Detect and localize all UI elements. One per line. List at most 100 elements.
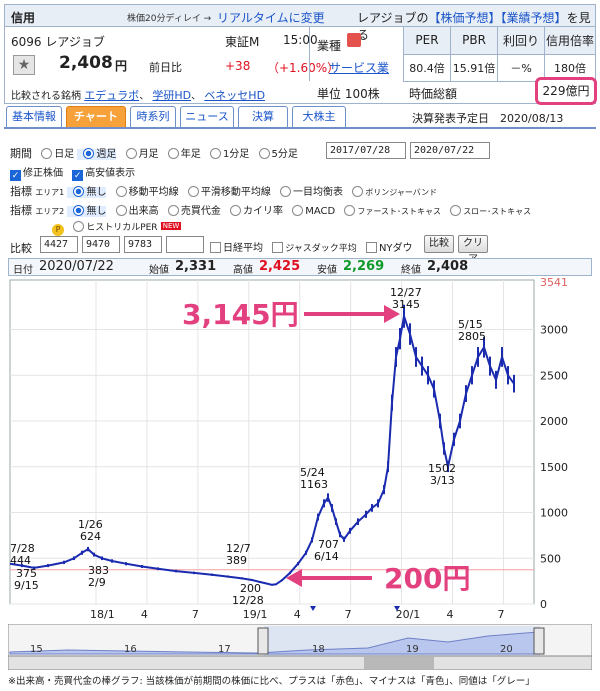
clear-button[interactable]: クリア bbox=[458, 235, 488, 265]
price-annotation: 3145 bbox=[392, 298, 420, 311]
area2-radio[interactable] bbox=[292, 205, 304, 216]
related-link[interactable]: 学研HD bbox=[152, 89, 192, 102]
price-annotation: 200 bbox=[240, 582, 261, 595]
navigator-right-handle[interactable] bbox=[533, 627, 545, 655]
navigator-scrollbar[interactable] bbox=[8, 655, 592, 670]
x-tick-label: 7 bbox=[192, 608, 199, 620]
tab-earnings[interactable]: 決算 bbox=[238, 106, 288, 128]
range-navigator[interactable]: 15 16 17 18 19 20 bbox=[8, 624, 592, 670]
price-annotation: 9/15 bbox=[14, 579, 39, 592]
navigator-label: 18 bbox=[312, 644, 325, 655]
price-change: +38 bbox=[225, 59, 251, 73]
navigator-label: 15 bbox=[30, 644, 43, 655]
price-annotation: 3/13 bbox=[430, 474, 455, 487]
new-badge: NEW bbox=[160, 222, 182, 230]
price-annotation: 375 bbox=[16, 567, 37, 580]
ratio-table: PER PBR 利回り 信用倍率 80.4倍 15.91倍 －% 180倍 bbox=[403, 27, 595, 82]
highlow-checkbox[interactable]: ✓ bbox=[72, 170, 84, 181]
price-annotation: 383 bbox=[88, 564, 109, 577]
ratio-value: 80.4倍 bbox=[403, 54, 451, 82]
historical-per-radio[interactable] bbox=[73, 221, 85, 232]
earnings-forecast-link[interactable]: 【業績予想】 bbox=[500, 11, 567, 25]
flame-icon bbox=[347, 33, 361, 47]
tab-chart[interactable]: チャート bbox=[66, 106, 126, 128]
ratio-value: 15.91倍 bbox=[449, 54, 498, 82]
tab-time-series[interactable]: 時系列 bbox=[130, 106, 176, 128]
area1-option: 一目均衡表 bbox=[293, 187, 344, 198]
navigator-scroll-thumb[interactable] bbox=[364, 657, 434, 669]
area1-radio[interactable] bbox=[115, 186, 127, 197]
area2-radio[interactable] bbox=[115, 205, 127, 216]
related-label: 比較される銘柄 bbox=[11, 91, 81, 102]
period-radio[interactable] bbox=[83, 148, 95, 159]
y-tick-label: 2000 bbox=[540, 415, 568, 428]
price-chart[interactable]: 0 500 1000 1500 2000 2500 3000 3541 18/1 4 7 19/1 4 7… bbox=[8, 276, 592, 620]
area2-radio[interactable] bbox=[167, 205, 179, 216]
tab-underline bbox=[4, 127, 596, 129]
adjusted-checkbox[interactable]: ✓ bbox=[10, 170, 21, 181]
price-annotation: 12/28 bbox=[232, 594, 264, 607]
period-radio[interactable] bbox=[125, 148, 137, 159]
compare-code-input[interactable]: 4427 bbox=[40, 236, 78, 253]
close-value: 2,408 bbox=[427, 259, 469, 274]
price-annotation: 1/26 bbox=[78, 518, 103, 531]
area2-radio[interactable] bbox=[344, 205, 356, 216]
navigator-label: 16 bbox=[124, 644, 137, 655]
tab-shareholders[interactable]: 大株主 bbox=[292, 106, 346, 128]
area1-option: ボリンジャーバンド bbox=[365, 188, 438, 197]
period-radio[interactable] bbox=[209, 148, 221, 159]
compare-code-input[interactable]: 9783 bbox=[124, 236, 162, 253]
tab-basic-info[interactable]: 基本情報 bbox=[6, 106, 62, 128]
area2-radio[interactable] bbox=[230, 205, 242, 216]
favorite-star-icon[interactable]: ★ bbox=[13, 55, 35, 75]
plot-area bbox=[9, 279, 535, 605]
period-radio[interactable] bbox=[258, 148, 270, 159]
x-tick-label: 4 bbox=[294, 608, 301, 620]
market-cap-label: 時価総額 bbox=[409, 87, 458, 101]
period-radio[interactable] bbox=[41, 148, 53, 159]
price-annotation: 1163 bbox=[300, 478, 328, 491]
tab-news[interactable]: ニュース bbox=[180, 106, 234, 128]
stock-forecast-link[interactable]: 【株価予想】 bbox=[428, 11, 501, 25]
date-from-input[interactable]: 2017/07/28 bbox=[326, 142, 406, 159]
y-tick-label: 1000 bbox=[540, 507, 568, 520]
area1-radio[interactable] bbox=[280, 186, 292, 197]
related-link[interactable]: ベネッセHD bbox=[204, 89, 266, 102]
date-label: 日付 bbox=[13, 265, 33, 276]
y-tick-label: 3000 bbox=[540, 324, 568, 337]
realtime-link[interactable]: リアルタイムに変更 bbox=[217, 11, 325, 25]
compare-label: 比較 bbox=[10, 240, 32, 256]
industry-label: 業種 bbox=[317, 39, 342, 53]
period-radio[interactable] bbox=[167, 148, 179, 159]
period-option: 1分足 bbox=[222, 149, 250, 160]
earnings-announcement: 決算発表予定日 2020/08/13 bbox=[412, 112, 564, 125]
area1-radio[interactable] bbox=[187, 186, 199, 197]
delay-note: 株価20分ディレイ → bbox=[127, 14, 212, 24]
jasdaq-checkbox[interactable] bbox=[272, 242, 284, 253]
date-to-input[interactable]: 2020/07/22 bbox=[410, 142, 490, 159]
area2-radio[interactable] bbox=[450, 205, 462, 216]
industry-link[interactable]: サービス業 bbox=[329, 61, 390, 75]
area1-radio[interactable] bbox=[73, 186, 85, 197]
compare-code-input[interactable]: 9470 bbox=[82, 236, 120, 253]
area1-label: エリア1 bbox=[35, 188, 65, 197]
navigator-left-handle[interactable] bbox=[257, 627, 269, 655]
compare-code-input[interactable] bbox=[166, 236, 204, 253]
callout-high: 3,145円 bbox=[182, 298, 299, 331]
area1-option: 移動平均線 bbox=[128, 187, 179, 198]
nydow-checkbox[interactable] bbox=[365, 242, 377, 253]
nikkei-checkbox[interactable] bbox=[210, 242, 221, 253]
area2-radio[interactable] bbox=[73, 205, 85, 216]
y-tick-label: 2500 bbox=[540, 369, 568, 382]
area1-radio[interactable] bbox=[352, 186, 364, 197]
y-tick-label: 1500 bbox=[540, 461, 568, 474]
price-change-pct: （+1.60%） bbox=[267, 61, 340, 75]
high-label: 高値 bbox=[233, 265, 253, 276]
adjusted-label: 修正株価 bbox=[23, 168, 63, 179]
related-link[interactable]: エデュラボ bbox=[84, 89, 140, 102]
area1-row: 指標 エリア1 無し 移動平均線 平滑移動平均線 一目均衡表 ボリンジャーバンド bbox=[10, 183, 437, 199]
navigator-label: 17 bbox=[218, 644, 231, 655]
x-tick-label: 7 bbox=[497, 608, 504, 620]
period-option: 月足 bbox=[138, 149, 159, 160]
compare-button[interactable]: 比較 bbox=[424, 235, 454, 253]
